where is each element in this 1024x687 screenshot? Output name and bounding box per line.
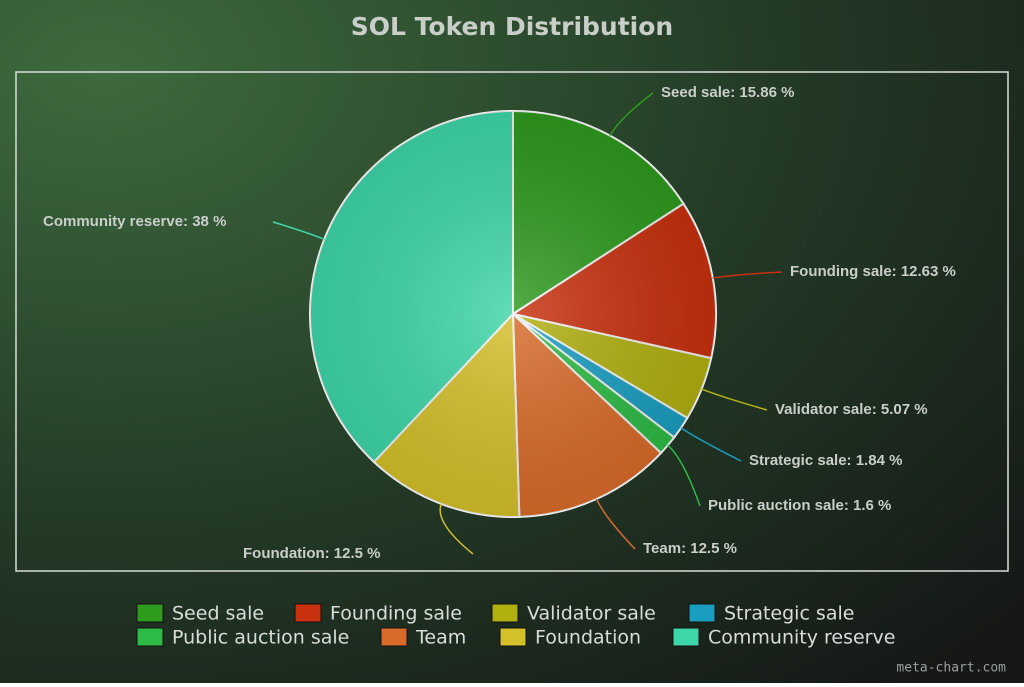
legend-label: Public auction sale — [172, 627, 349, 649]
data-label: Validator sale: 5.07 % — [775, 401, 928, 418]
legend-label: Validator sale — [527, 603, 656, 625]
plot-frame — [15, 71, 1009, 572]
legend-swatch — [380, 627, 408, 647]
watermark: meta-chart.com — [896, 661, 1006, 676]
legend-swatch — [136, 603, 164, 623]
legend-swatch — [672, 627, 700, 647]
legend-label: Foundation — [535, 627, 641, 649]
legend-label: Strategic sale — [724, 603, 854, 625]
legend-swatch — [491, 603, 519, 623]
legend-swatch — [136, 627, 164, 647]
legend-swatch — [294, 603, 322, 623]
legend-label: Community reserve — [708, 627, 895, 649]
data-label: Public auction sale: 1.6 % — [708, 497, 891, 514]
legend-label: Team — [415, 627, 466, 649]
chart-title: SOL Token Distribution — [351, 12, 673, 41]
legend-swatch — [499, 627, 527, 647]
legend-label: Founding sale — [330, 603, 462, 625]
data-label: Team: 12.5 % — [643, 540, 737, 557]
legend-label: Seed sale — [172, 603, 264, 625]
data-label: Strategic sale: 1.84 % — [749, 452, 902, 469]
leader-line — [712, 271, 783, 279]
legend-swatch — [688, 603, 716, 623]
data-label: Community reserve: 38 % — [43, 213, 226, 230]
data-label: Founding sale: 12.63 % — [790, 263, 956, 280]
data-label: Seed sale: 15.86 % — [661, 84, 794, 101]
data-label: Foundation: 12.5 % — [243, 545, 381, 562]
